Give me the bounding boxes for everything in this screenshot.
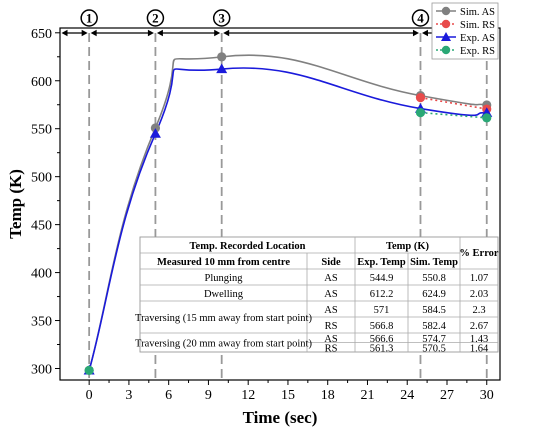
x-tick-label: 27 [440, 388, 454, 403]
phase-arrow-head [90, 29, 97, 37]
phase-arrow-head [421, 29, 428, 37]
legend-marker-2 [441, 32, 451, 41]
phase-arrow-head [61, 29, 68, 37]
table-cell-exp: 566.8 [370, 321, 394, 332]
data-table: Temp. Recorded Location Temp (K) % Error Me… [135, 236, 499, 354]
data-point-2 [149, 128, 161, 138]
x-axis-title: Time (sec) [243, 408, 318, 427]
table-cell-location: Dwelling [204, 289, 244, 300]
y-tick-label: 300 [31, 362, 52, 377]
y-tick-label: 450 [31, 219, 52, 234]
phase-number: 4 [417, 11, 424, 26]
table-cell-error: 2.03 [470, 289, 488, 300]
data-point-3 [482, 113, 492, 123]
table-cell-sim: 624.9 [422, 289, 446, 300]
y-tick-label: 600 [31, 75, 52, 90]
table-subheader: Side [321, 257, 341, 268]
table-cell-error: 1.43 [470, 334, 488, 345]
table-cell-error: 1.07 [470, 273, 488, 284]
table-cell-exp: 566.6 [370, 334, 394, 345]
table-subheader: Exp. Temp [357, 257, 406, 268]
legend-label-2: Exp. AS [460, 33, 495, 44]
legend-marker-0 [441, 6, 451, 16]
table-cell-side: AS [324, 305, 338, 316]
phase-number: 1 [86, 11, 93, 26]
table-cell-side: RS [325, 321, 338, 332]
series-curves [88, 54, 487, 371]
plot-frame [59, 27, 501, 381]
phase-arrow-head [147, 29, 154, 37]
legend-label-1: Sim. RS [460, 20, 495, 31]
x-tick-label: 21 [360, 388, 374, 403]
table-subheader: Measured 10 mm from centre [157, 257, 290, 268]
table-cell-exp: 571 [374, 305, 390, 316]
phase-circle [411, 9, 430, 27]
series-markers [83, 52, 493, 376]
table-cell-error: 2.67 [470, 321, 488, 332]
x-tick-label: 30 [480, 388, 494, 403]
phase-arrow-head [81, 29, 88, 37]
table-cell-error: 2.3 [472, 305, 485, 316]
phase-arrow-head [156, 29, 163, 37]
phase-arrow-head [412, 29, 419, 37]
phase-number: 2 [152, 11, 159, 26]
series-line-3 [420, 111, 487, 119]
phase-circle [212, 9, 231, 27]
data-point-1 [415, 93, 426, 103]
x-tick-label: 0 [86, 388, 93, 403]
table-cell-exp: 561.3 [370, 343, 394, 354]
table-cell-sim: 574.7 [422, 334, 446, 345]
x-tick-label: 3 [125, 388, 132, 403]
table-cell-location: Plunging [205, 273, 244, 284]
phase-arrow-head [223, 29, 230, 37]
x-tick-label: 12 [241, 388, 255, 403]
x-tick-label: 9 [205, 388, 212, 403]
y-tick-label: 550 [31, 123, 52, 138]
series-line-1 [420, 96, 487, 110]
table-cell-exp: 544.9 [370, 273, 394, 284]
x-tick-label: 18 [321, 388, 335, 403]
legend-label-0: Sim. AS [460, 7, 495, 18]
data-point-2 [216, 63, 228, 74]
y-tick-label: 400 [31, 267, 52, 282]
table-cell-sim: 582.4 [422, 321, 446, 332]
y-tick-label: 350 [31, 315, 52, 330]
phase-arrow-head [214, 29, 221, 37]
phase-circle [80, 9, 98, 27]
table-cell-sim: 550.8 [422, 273, 446, 284]
x-tick-label: 6 [165, 388, 172, 403]
table-cell-location: Traversing (15 mm away from start point) [135, 313, 312, 324]
legend-label-3: Exp. RS [460, 46, 495, 57]
phase-circle [146, 9, 165, 27]
legend-marker-1 [441, 19, 451, 29]
legend-marker-3 [441, 45, 451, 55]
table-cell-sim: 584.5 [422, 305, 446, 316]
data-point-3 [84, 365, 94, 376]
series-line-2 [88, 67, 487, 371]
table-cell-error: 1.64 [470, 343, 489, 354]
data-point-0 [217, 52, 227, 62]
axes: 0 3 6 9 12 15 18 21 24 27 30 300 350 400 450 500 550 600 6… [31, 27, 494, 403]
table-cell-side: RS [325, 343, 338, 354]
y-axis-title: Temp (K) [6, 169, 25, 239]
y-tick-label: 500 [31, 171, 52, 186]
table-cell-location: Traversing (20 mm away from start point) [135, 339, 312, 350]
x-tick-label: 24 [400, 388, 414, 403]
data-point-0 [150, 123, 161, 133]
x-tick-label: 15 [281, 388, 295, 403]
y-tick-label: 650 [31, 27, 52, 42]
table-cell-sim: 570.5 [422, 343, 446, 354]
table-cell-side: AS [324, 334, 338, 345]
table-subheader: Sim. Temp [410, 257, 458, 268]
table-header-location: Temp. Recorded Location [190, 241, 306, 252]
table-cell-side: AS [324, 273, 338, 284]
table-header-temp: Temp (K) [386, 241, 430, 252]
table-cell-exp: 612.2 [370, 289, 394, 300]
legend: Sim. AS Sim. RS Exp. AS Exp. RS [431, 2, 499, 60]
phase-number: 3 [218, 11, 225, 26]
table-cell-side: AS [324, 289, 338, 300]
data-point-3 [415, 107, 426, 118]
table-header-error: % Error [459, 248, 499, 259]
